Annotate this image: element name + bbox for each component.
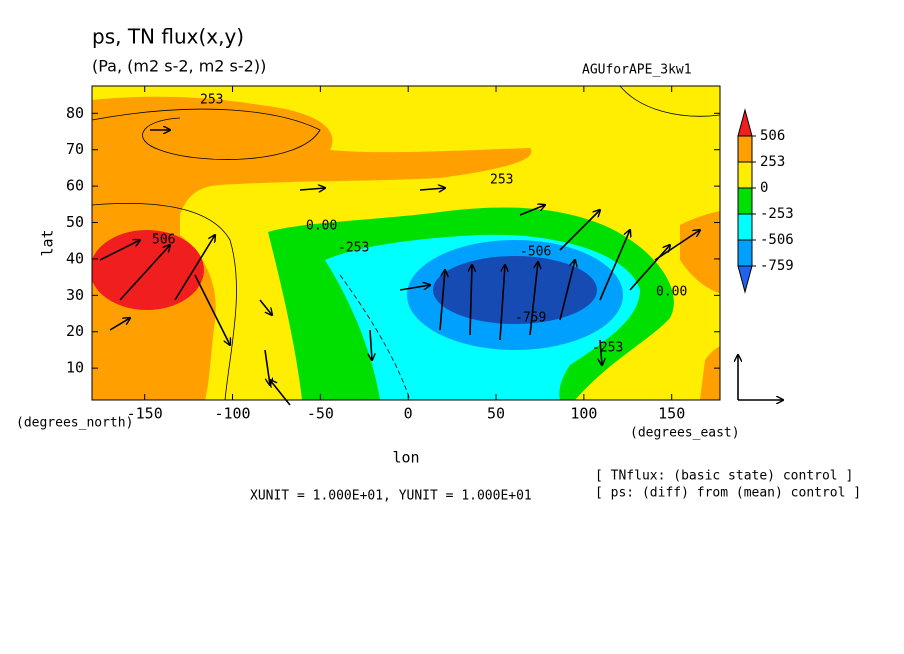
colorbar-cell <box>737 213 753 241</box>
contour-fill <box>92 86 720 400</box>
x-tick-label: 100 <box>570 405 597 423</box>
y-tick-label: 30 <box>66 286 84 304</box>
y-axis-label: lat <box>39 229 57 256</box>
x-tick-label: -50 <box>307 405 334 423</box>
y-tick-label: 70 <box>66 140 84 158</box>
chart-title: ps, TN flux(x,y) <box>92 25 244 49</box>
region <box>92 96 532 400</box>
x-tick-label: 150 <box>658 405 685 423</box>
colorbar-cell <box>737 135 753 163</box>
region <box>433 256 597 324</box>
colorbar-cell <box>737 265 753 294</box>
x-tick-label: -100 <box>214 405 250 423</box>
colorbar-cell <box>737 187 753 215</box>
colorbar-label: 253 <box>760 154 785 170</box>
note: XUNIT = 1.000E+01, YUNIT = 1.000E+01 <box>250 489 532 504</box>
y-tick-label: 10 <box>66 359 84 377</box>
reference-vector <box>738 355 783 400</box>
contour-label: 253 <box>200 93 223 108</box>
colorbar-label: -506 <box>760 232 794 248</box>
y-tick-label: 50 <box>66 213 84 231</box>
contour-label: -506 <box>520 245 551 260</box>
y-tick-label: 40 <box>66 249 84 267</box>
region <box>700 346 720 400</box>
y-tick-label: 20 <box>66 322 84 340</box>
contour-label: -253 <box>338 241 369 256</box>
plot-frame <box>91 85 721 401</box>
x-tick-label: 50 <box>487 405 505 423</box>
x-axis-label: lon <box>392 449 419 467</box>
colorbar-label: 506 <box>760 128 785 144</box>
contour-label: 0.00 <box>306 219 337 234</box>
region <box>680 211 720 294</box>
vectors <box>99 130 700 406</box>
x-unit: (degrees_east) <box>630 426 740 441</box>
contour-label: -759 <box>515 311 546 326</box>
note: [ TNflux: (basic state) control ] <box>595 469 853 484</box>
contour-label: 253 <box>490 173 513 188</box>
chart-subtitle: (Pa, (m2 s-2, m2 s-2)) <box>92 57 266 76</box>
colorbar-label: -253 <box>760 206 794 222</box>
y-tick-label: 60 <box>66 177 84 195</box>
x-tick-label: -150 <box>127 405 163 423</box>
colorbar-cell <box>737 108 753 137</box>
contour-label: 0.00 <box>656 285 687 300</box>
colorbar-label: -759 <box>760 258 794 274</box>
y-tick-label: 80 <box>66 104 84 122</box>
x-tick-label: 0 <box>404 405 413 423</box>
note: [ ps: (diff) from (mean) control ] <box>595 486 861 501</box>
y-unit: (degrees_north) <box>16 416 133 431</box>
colorbar-cell <box>737 161 753 189</box>
contour-label: -253 <box>592 341 623 356</box>
colorbar-label: 0 <box>760 180 768 196</box>
colorbar-cell <box>737 239 753 267</box>
run-name: AGUforAPE_3kw1 <box>582 63 692 78</box>
contour-label: 506 <box>152 233 175 248</box>
